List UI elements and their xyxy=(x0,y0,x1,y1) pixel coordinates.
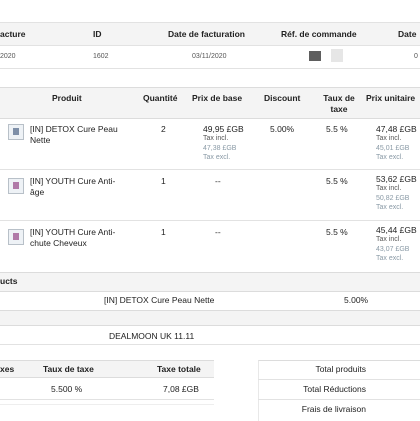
tax-col-taux: Taux de taxe xyxy=(43,364,94,374)
product-discount: 5.00% xyxy=(270,124,295,134)
tax-row xyxy=(0,377,214,400)
header-col-last: Date xyxy=(398,29,417,39)
product-tax-rate: 5.5 % xyxy=(326,227,348,237)
total-produits-label: Total produits xyxy=(315,364,366,374)
product-unit-excl: 43,07 £GB xyxy=(376,246,410,253)
header-col-facture: acture xyxy=(0,29,26,39)
discounted-products-header xyxy=(0,272,420,292)
product-name: [IN] YOUTH Cure Anti- xyxy=(30,176,116,186)
col-produit: Produit xyxy=(52,93,82,103)
header-col-date: Date de facturation xyxy=(168,29,245,39)
col-prix-base: Prix de base xyxy=(192,93,243,103)
product-name-line2: âge xyxy=(30,187,45,197)
product-name: [IN] YOUTH Cure Anti- xyxy=(30,227,116,237)
header-col-id: ID xyxy=(93,29,102,39)
totals-row xyxy=(258,360,420,380)
product-qty: 1 xyxy=(161,176,166,186)
product-tax-rate: 5.5 % xyxy=(326,124,348,134)
order-ref-redacted-dark xyxy=(309,51,321,61)
invoice-last-value: 0 xyxy=(414,53,418,60)
product-name: [IN] DETOX Cure Peau xyxy=(30,124,118,134)
order-ref-redacted-light xyxy=(331,49,343,62)
col-quantite: Quantité xyxy=(143,93,178,103)
invoice-header-band xyxy=(0,22,420,46)
tax-col-xes: xes xyxy=(0,364,15,374)
product-unit-tax-label: Tax incl. xyxy=(376,185,402,192)
frais-livraison-label: Frais de livraison xyxy=(301,404,366,414)
voucher-header xyxy=(0,310,420,326)
totals-box xyxy=(258,360,420,421)
product-base-price: 49,95 £GB xyxy=(203,124,244,134)
col-taux-line1: Taux de xyxy=(323,93,355,103)
product-base-tax-label: Tax incl. xyxy=(203,135,229,142)
tax-total-value: 7,08 £GB xyxy=(163,384,199,394)
invoice-id-value: 1602 xyxy=(93,53,109,60)
header-col-ref: Réf. de commande xyxy=(281,29,357,39)
product-unit-excl: 50,82 £GB xyxy=(376,195,410,202)
voucher-code: DEALMOON UK 11.11 xyxy=(109,331,195,341)
product-unit-tax-label: Tax incl. xyxy=(376,135,402,142)
table-row xyxy=(0,117,420,170)
product-tax-rate: 5.5 % xyxy=(326,176,348,186)
product-unit-excl-label: Tax excl. xyxy=(376,204,404,211)
col-prix-unitaire: Prix unitaire xyxy=(366,93,416,103)
product-base-excl-label: Tax excl. xyxy=(203,154,231,161)
product-unit-tax-label: Tax incl. xyxy=(376,236,402,243)
tax-row-cut xyxy=(0,404,214,421)
product-qty: 1 xyxy=(161,227,166,237)
tax-rate-value: 5.500 % xyxy=(51,384,83,394)
table-row xyxy=(0,169,420,221)
product-unit-excl-label: Tax excl. xyxy=(376,154,404,161)
voucher-row xyxy=(0,324,420,345)
product-thumbnail xyxy=(8,124,24,140)
discounted-products-title: ucts xyxy=(0,276,18,286)
product-unit-excl-label: Tax excl. xyxy=(376,255,404,262)
products-table-header xyxy=(0,87,420,119)
product-unit-price: 47,48 £GB xyxy=(376,124,417,134)
product-base-price: -- xyxy=(215,176,221,186)
product-name-line2: chute Cheveux xyxy=(30,238,87,248)
product-base-excl: 47,38 £GB xyxy=(203,145,237,152)
product-qty: 2 xyxy=(161,124,166,134)
invoice-facture-value: 2020 xyxy=(0,53,16,60)
product-unit-excl: 45,01 £GB xyxy=(376,145,410,152)
col-taux-line2: taxe xyxy=(330,104,348,114)
discount-product-name: [IN] DETOX Cure Peau Nette xyxy=(104,295,215,305)
totals-row xyxy=(258,379,420,400)
discount-value: 5.00% xyxy=(344,295,369,305)
product-base-price: -- xyxy=(215,227,221,237)
invoice-date-value: 03/11/2020 xyxy=(192,53,227,60)
product-unit-price: 53,62 £GB xyxy=(376,174,417,184)
product-name-line2: Nette xyxy=(30,135,51,145)
product-unit-price: 45,44 £GB xyxy=(376,225,417,235)
invoice-header-values xyxy=(0,44,420,69)
total-reductions-label: Total Réductions xyxy=(303,384,366,394)
product-thumbnail xyxy=(8,178,24,194)
col-discount: Discount xyxy=(264,93,301,103)
tax-col-total: Taxe totale xyxy=(157,364,201,374)
product-thumbnail xyxy=(8,229,24,245)
tax-table-header xyxy=(0,360,214,378)
